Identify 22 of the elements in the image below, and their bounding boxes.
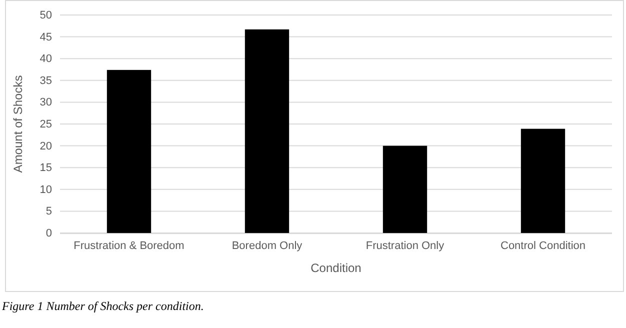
x-tick-label: Control Condition	[500, 240, 586, 252]
y-tick-label: 5	[46, 206, 52, 218]
y-tick-label: 50	[40, 10, 52, 22]
y-tick-label: 10	[40, 184, 52, 196]
caption: Figure 1 Number of Shocks per condition.	[1, 299, 204, 313]
y-tick-label: 40	[40, 53, 52, 66]
y-tick-label: 0	[46, 228, 52, 240]
x-axis-title: Condition	[310, 261, 362, 275]
y-tick-label: 25	[40, 118, 52, 131]
bar	[382, 146, 428, 233]
y-tick-label: 30	[40, 96, 52, 109]
x-tick-label: Boredom Only	[232, 240, 303, 252]
y-tick-label: 15	[40, 162, 52, 174]
x-tick-label: Frustration & Boredom	[74, 240, 184, 252]
bar	[520, 128, 566, 233]
y-axis-title: Amount of Shocks	[11, 75, 25, 173]
y-tick-label: 35	[40, 74, 52, 87]
bar	[106, 70, 152, 233]
y-tick-label: 45	[40, 31, 52, 44]
bar	[244, 29, 290, 233]
x-tick-label: Frustration Only	[366, 240, 445, 252]
y-tick-label: 20	[40, 140, 52, 152]
